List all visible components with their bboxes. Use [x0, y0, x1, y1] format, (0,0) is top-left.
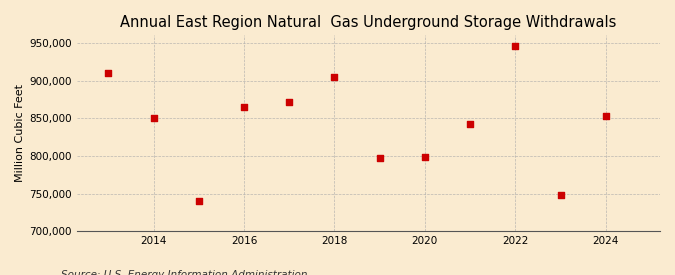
- Point: [555, 193, 566, 197]
- Point: [510, 44, 520, 48]
- Point: [329, 75, 340, 79]
- Title: Annual East Region Natural  Gas Underground Storage Withdrawals: Annual East Region Natural Gas Undergrou…: [120, 15, 616, 30]
- Point: [284, 100, 294, 104]
- Point: [238, 105, 249, 109]
- Point: [374, 156, 385, 160]
- Point: [148, 115, 159, 120]
- Y-axis label: Million Cubic Feet: Million Cubic Feet: [15, 84, 25, 182]
- Point: [193, 199, 204, 204]
- Text: Source: U.S. Energy Information Administration: Source: U.S. Energy Information Administ…: [61, 271, 307, 275]
- Point: [600, 114, 611, 118]
- Point: [464, 121, 475, 126]
- Point: [419, 155, 430, 159]
- Point: [103, 71, 113, 75]
